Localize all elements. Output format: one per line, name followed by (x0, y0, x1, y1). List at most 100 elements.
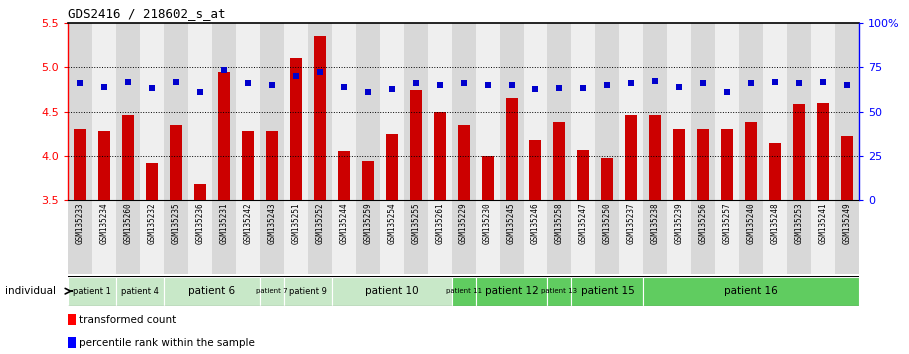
Bar (793, 104, 805, 200)
Bar (68, 337, 75, 348)
Point (792, 80, 806, 86)
Bar (644, 277, 859, 306)
Text: GSM135260: GSM135260 (124, 202, 133, 244)
Point (672, 84, 686, 90)
Bar (452, 200, 475, 274)
Text: GSM135230: GSM135230 (483, 202, 492, 244)
Bar (697, 129, 709, 200)
Bar (98, 131, 110, 200)
Bar (595, 200, 619, 274)
Text: GSM135235: GSM135235 (172, 202, 181, 244)
Text: individual: individual (5, 286, 55, 296)
Point (241, 80, 255, 86)
Bar (452, 23, 475, 200)
Text: GSM135234: GSM135234 (100, 202, 108, 244)
Text: GSM135259: GSM135259 (364, 202, 372, 244)
Point (815, 80, 830, 85)
Text: GSM135252: GSM135252 (315, 202, 325, 244)
Text: GSM135246: GSM135246 (531, 202, 540, 244)
Bar (715, 200, 739, 274)
Text: GSM135258: GSM135258 (555, 202, 564, 244)
Bar (572, 23, 595, 200)
Point (385, 86, 399, 91)
Bar (290, 58, 302, 200)
Bar (625, 115, 637, 200)
Bar (362, 161, 374, 200)
Text: GSM135251: GSM135251 (292, 202, 300, 244)
Bar (524, 200, 547, 274)
Text: GSM135239: GSM135239 (674, 202, 684, 244)
Bar (284, 200, 308, 274)
Bar (140, 200, 164, 274)
Bar (811, 23, 835, 200)
Bar (547, 200, 572, 274)
Text: GSM135229: GSM135229 (459, 202, 468, 244)
Text: patient 10: patient 10 (365, 286, 418, 296)
Point (288, 73, 303, 79)
Point (336, 84, 351, 90)
Point (648, 79, 663, 84)
Text: GSM135242: GSM135242 (244, 202, 253, 244)
Text: GSM135241: GSM135241 (819, 202, 827, 244)
Bar (146, 163, 158, 200)
Point (216, 67, 231, 73)
Bar (674, 129, 685, 200)
Bar (284, 23, 308, 200)
Bar (577, 149, 589, 200)
Bar (404, 23, 427, 200)
Bar (644, 200, 667, 274)
Text: GSM135237: GSM135237 (627, 202, 635, 244)
Text: GSM135250: GSM135250 (603, 202, 612, 244)
Text: GSM135236: GSM135236 (195, 202, 205, 244)
Bar (475, 277, 547, 306)
Bar (835, 200, 859, 274)
Point (433, 82, 447, 88)
Bar (841, 136, 853, 200)
Text: patient 12: patient 12 (484, 286, 538, 296)
Bar (667, 200, 691, 274)
Bar (764, 200, 787, 274)
Bar (427, 200, 452, 274)
Bar (188, 23, 212, 200)
Bar (92, 200, 116, 274)
Text: percentile rank within the sample: percentile rank within the sample (79, 338, 255, 348)
Bar (595, 23, 619, 200)
Text: GSM135247: GSM135247 (579, 202, 588, 244)
Bar (236, 200, 260, 274)
Bar (355, 200, 380, 274)
Point (720, 89, 734, 95)
Bar (385, 133, 398, 200)
Bar (212, 23, 236, 200)
Bar (68, 200, 92, 274)
Bar (380, 23, 404, 200)
Bar (739, 23, 764, 200)
Text: GSM135232: GSM135232 (147, 202, 156, 244)
Text: patient 15: patient 15 (581, 286, 634, 296)
Bar (649, 115, 661, 200)
Point (696, 80, 711, 86)
Point (97, 84, 112, 90)
Bar (572, 277, 644, 306)
Bar (164, 23, 188, 200)
Text: GSM135256: GSM135256 (699, 202, 708, 244)
Point (600, 82, 614, 88)
Bar (457, 125, 470, 200)
Bar (92, 23, 116, 200)
Text: GSM135245: GSM135245 (507, 202, 516, 244)
Point (768, 80, 783, 85)
Bar (572, 200, 595, 274)
Bar (265, 131, 278, 200)
Bar (212, 200, 236, 274)
Bar (332, 23, 355, 200)
Bar (787, 23, 811, 200)
Bar (691, 23, 715, 200)
Bar (194, 184, 206, 200)
Bar (404, 200, 427, 274)
Text: patient 6: patient 6 (188, 286, 235, 296)
Point (265, 82, 279, 88)
Point (121, 80, 135, 85)
Point (145, 85, 159, 91)
Bar (332, 277, 452, 306)
Bar (332, 200, 355, 274)
Bar (308, 23, 332, 200)
